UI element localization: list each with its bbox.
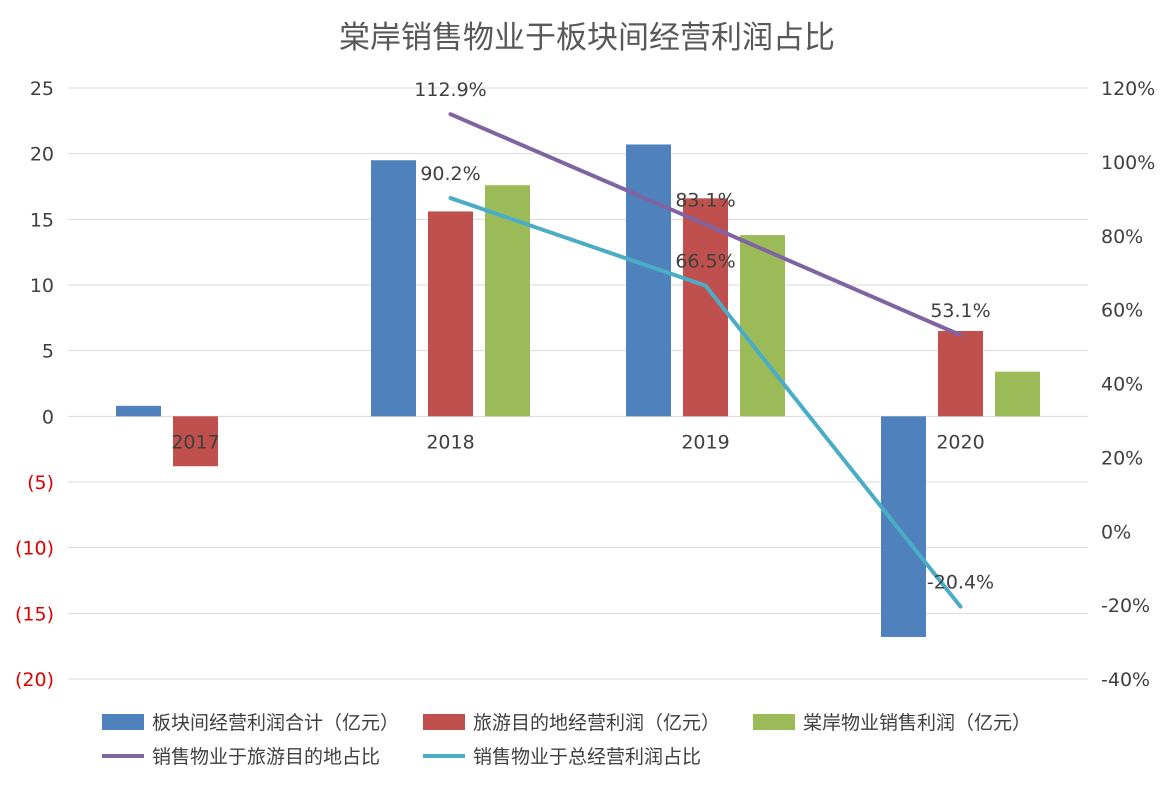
category-labels: 2017 2018 2019 2020: [171, 431, 984, 453]
right-tick-label: 20%: [1101, 447, 1143, 469]
data-label: 90.2%: [420, 163, 480, 185]
legend: 板块间经营利润合计（亿元） 旅游目的地经营利润（亿元） 棠岸物业销售利润（亿元） 销售…: [102, 712, 1031, 768]
legend-label: 板块间经营利润合计（亿元）: [152, 712, 399, 734]
category-label: 2017: [171, 431, 219, 453]
legend-swatch: [423, 714, 465, 730]
data-label: 112.9%: [414, 79, 486, 101]
right-tick-label: -20%: [1101, 595, 1150, 617]
right-tick-label: 80%: [1101, 226, 1143, 248]
left-tick-label: 5: [42, 341, 54, 363]
data-label: 66.5%: [675, 251, 735, 273]
legend-label: 销售物业于总经营利润占比: [473, 746, 701, 768]
legend-label: 销售物业于旅游目的地占比: [152, 746, 380, 768]
right-tick-label: 100%: [1101, 152, 1155, 174]
right-tick-label: 60%: [1101, 300, 1143, 322]
right-tick-label: 0%: [1101, 521, 1131, 543]
bar: [881, 416, 926, 637]
lines: [448, 112, 963, 609]
category-label: 2018: [426, 431, 474, 453]
legend-swatch: [753, 714, 795, 730]
category-label: 2020: [936, 431, 984, 453]
left-tick-label: 0: [42, 406, 54, 428]
bar: [740, 235, 785, 417]
series-line: [448, 112, 963, 338]
left-tick-label: (15): [15, 603, 54, 625]
data-label: -20.4%: [927, 572, 994, 594]
left-tick-label: (5): [27, 472, 54, 494]
left-tick-label: (10): [15, 538, 54, 560]
legend-label: 旅游目的地经营利润（亿元）: [473, 712, 720, 734]
left-tick-label: 25: [30, 78, 54, 100]
right-tick-label: 40%: [1101, 374, 1143, 396]
bars: [116, 144, 1040, 637]
bar: [428, 211, 473, 417]
bar: [995, 371, 1040, 417]
legend-label: 棠岸物业销售利润（亿元）: [803, 712, 1031, 734]
gridlines: [68, 87, 1088, 680]
right-axis-ticks: 120% 100% 80% 60% 40% 20% 0% -20% -40%: [1101, 78, 1155, 691]
bar: [116, 405, 161, 417]
bar: [173, 416, 218, 467]
left-tick-label: 10: [30, 275, 54, 297]
data-label: 53.1%: [930, 300, 990, 322]
left-tick-label: (20): [15, 669, 54, 691]
bar: [485, 185, 530, 417]
left-tick-label: 20: [30, 144, 54, 166]
left-tick-label: 15: [30, 209, 54, 231]
right-tick-label: 120%: [1101, 78, 1155, 100]
data-labels: 112.9% 83.1% 53.1% 90.2% 66.5% -20.4%: [414, 79, 994, 593]
bar: [938, 330, 983, 417]
right-tick-label: -40%: [1101, 669, 1150, 691]
bar: [626, 144, 671, 417]
data-label: 83.1%: [675, 189, 735, 211]
series-line: [448, 196, 963, 609]
bar: [371, 160, 416, 417]
left-axis-ticks: 25 20 15 10 5 0 (5) (10) (15) (20): [15, 78, 54, 691]
legend-swatch: [102, 714, 144, 730]
chart-title: 棠岸销售物业于板块间经营利润占比: [339, 20, 835, 56]
category-label: 2019: [681, 431, 729, 453]
